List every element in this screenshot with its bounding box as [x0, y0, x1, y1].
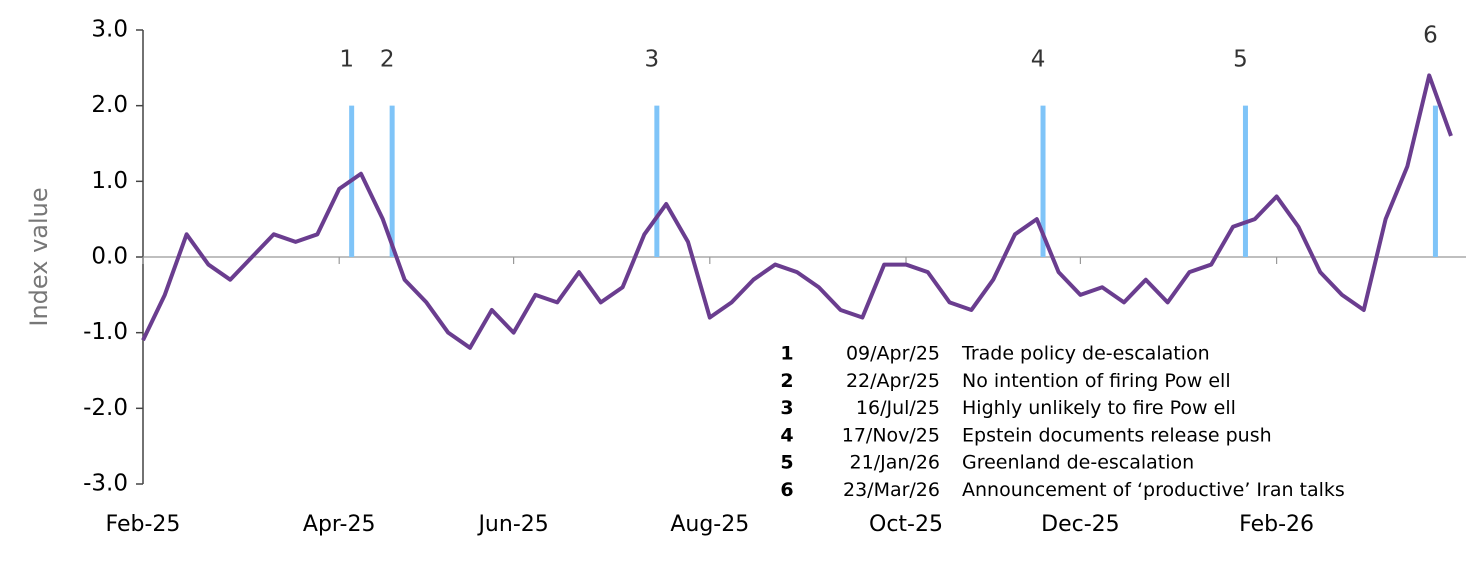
- legend-number: 1: [780, 343, 793, 365]
- x-tick-label: Feb-26: [1239, 512, 1314, 537]
- legend-date: 22/Apr/25: [846, 370, 940, 392]
- legend-date: 21/Jan/26: [850, 452, 940, 474]
- y-tick-label: 1.0: [91, 168, 128, 194]
- legend-number: 3: [780, 397, 793, 419]
- x-tick-label: Aug-25: [670, 512, 749, 537]
- x-tick-label: Jun-25: [476, 512, 548, 537]
- legend-number: 2: [780, 370, 793, 392]
- event-number: 5: [1233, 47, 1248, 73]
- y-tick-label: -2.0: [83, 395, 128, 421]
- data-line: [141, 73, 1453, 350]
- y-tick-label: -3.0: [83, 471, 128, 497]
- legend-label: No intention of firing Pow ell: [962, 370, 1231, 392]
- legend-label: Announcement of ‘productive’ Iran talks: [962, 479, 1345, 501]
- legend-label: Trade policy de-escalation: [961, 343, 1210, 365]
- legend-number: 6: [780, 479, 793, 501]
- x-tick-label: Dec-25: [1041, 512, 1120, 537]
- x-tick-label: Apr-25: [303, 512, 376, 537]
- legend-label: Highly unlikely to fire Pow ell: [962, 397, 1236, 419]
- legend-date: 17/Nov/25: [842, 424, 940, 446]
- y-tick-label: 2.0: [91, 92, 128, 118]
- y-tick-label: 3.0: [91, 17, 128, 43]
- legend-label: Epstein documents release push: [962, 424, 1272, 446]
- event-number: 6: [1423, 23, 1438, 49]
- y-tick-label: -1.0: [83, 319, 128, 345]
- legend-date: 09/Apr/25: [846, 343, 940, 365]
- x-tick-label: Feb-25: [106, 512, 181, 537]
- legend-date: 23/Mar/26: [843, 479, 940, 501]
- event-number: 3: [645, 47, 660, 73]
- legend-date: 16/Jul/25: [856, 397, 940, 419]
- x-tick-label: Oct-25: [869, 512, 943, 537]
- legend-label: Greenland de-escalation: [962, 452, 1194, 474]
- event-number: 4: [1031, 47, 1046, 73]
- event-number: 1: [339, 47, 354, 73]
- legend-number: 5: [780, 452, 793, 474]
- y-tick-label: 0.0: [91, 244, 128, 270]
- y-axis-label: Index value: [25, 187, 53, 326]
- legend-number: 4: [780, 424, 793, 446]
- event-number: 2: [380, 47, 395, 73]
